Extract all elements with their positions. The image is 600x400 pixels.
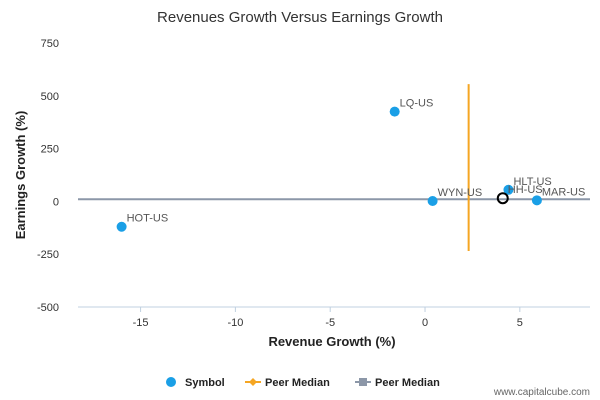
y-tick-label: 0 <box>53 196 59 208</box>
highlight-point <box>496 192 509 205</box>
x-tick-label: -15 <box>133 317 149 329</box>
x-tick-label: 0 <box>422 317 428 329</box>
legend-label: Peer Median <box>265 377 330 389</box>
legend: Symbol Peer Median Peer Median <box>166 377 440 389</box>
y-tick-label: 750 <box>41 38 59 50</box>
x-axis-ticks: -15 -10 -5 0 5 <box>133 307 523 329</box>
credit-text: www.capitalcube.com <box>493 387 590 398</box>
data-point <box>427 195 438 206</box>
y-tick-label: -500 <box>37 302 59 314</box>
data-point <box>389 106 400 117</box>
point-label: WYN-US <box>438 187 483 199</box>
legend-label: Peer Median <box>375 377 440 389</box>
data-point <box>503 184 514 195</box>
y-axis-title: Earnings Growth (%) <box>13 111 28 240</box>
x-axis-title: Revenue Growth (%) <box>268 334 395 349</box>
y-tick-label: 500 <box>41 91 59 103</box>
x-tick-label: 5 <box>517 317 523 329</box>
legend-symbol-marker <box>166 377 176 387</box>
point-label: HLT-US <box>513 176 551 188</box>
x-tick-label: -10 <box>227 317 243 329</box>
y-tick-label: 250 <box>41 144 59 156</box>
legend-diamond-marker <box>249 378 257 386</box>
legend-label: Symbol <box>185 377 225 389</box>
chart-title: Revenues Growth Versus Earnings Growth <box>157 9 443 26</box>
point-label: MAR-US <box>542 186 585 198</box>
y-tick-label: -250 <box>37 249 59 261</box>
point-label: HOT-US <box>127 213 169 225</box>
highlight-label: HH-US <box>508 184 543 196</box>
point-label: LQ-US <box>400 98 434 110</box>
data-point <box>531 195 542 206</box>
y-axis-ticks: 750 500 250 0 -250 -500 <box>37 38 59 314</box>
data-point <box>116 221 127 232</box>
legend-square-marker <box>359 378 367 386</box>
x-tick-label: -5 <box>325 317 335 329</box>
